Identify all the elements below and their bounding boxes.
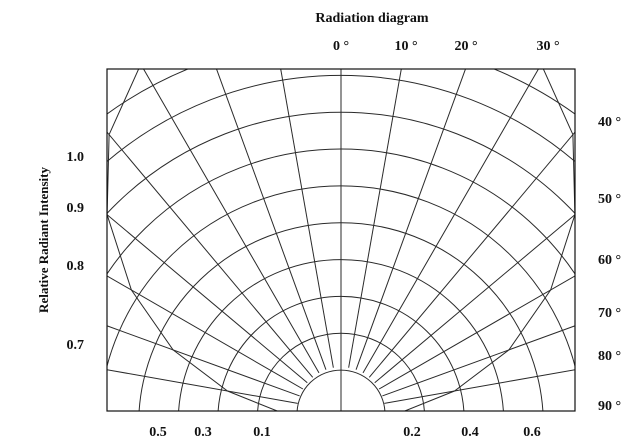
intensity-tick-left-2: 0.8	[67, 259, 85, 274]
angle-spoke-right-10	[349, 0, 428, 368]
bottom-tick-left-2: 0.1	[253, 425, 271, 440]
angle-tick-label-0: 0 °	[333, 39, 349, 54]
angle-tick-label-30: 30 °	[536, 39, 559, 54]
angle-tick-label-10: 10 °	[394, 39, 417, 54]
angle-spoke-left-30	[91, 0, 319, 373]
angle-spoke-right-30	[363, 0, 591, 373]
angle-tick-label-40: 40 °	[598, 115, 621, 130]
angle-tick-label-70: 70 °	[598, 306, 621, 321]
bottom-tick-left-1: 0.3	[194, 425, 212, 440]
angle-tick-label-20: 20 °	[454, 39, 477, 54]
intensity-tick-left-3: 0.7	[67, 338, 85, 353]
intensity-tick-left-1: 0.9	[67, 201, 85, 216]
bottom-tick-right-0: 0.2	[403, 425, 421, 440]
polar-grid	[0, 0, 628, 426]
bottom-tick-right-2: 0.6	[523, 425, 541, 440]
angle-spoke-right-20	[356, 0, 512, 370]
chart-title: Radiation diagram	[315, 11, 429, 26]
intensity-tick-left-0: 1.0	[67, 150, 85, 165]
angle-spoke-left-40	[20, 28, 313, 377]
intensity-arc-0.9	[0, 39, 628, 425]
angle-tick-label-50: 50 °	[598, 192, 621, 207]
angle-spoke-left-10	[254, 0, 333, 368]
y-axis-label: Relative Radiant Intensity	[36, 167, 51, 313]
angle-tick-label-60: 60 °	[598, 253, 621, 268]
angle-tick-label-80: 80 °	[598, 349, 621, 364]
angle-spoke-left-20	[170, 0, 326, 370]
angle-spoke-right-40	[369, 28, 628, 377]
bottom-tick-left-0: 0.5	[149, 425, 167, 440]
bottom-tick-right-1: 0.4	[461, 425, 479, 440]
angle-tick-label-90: 90 °	[598, 399, 621, 414]
angle-spoke-left-80	[0, 324, 298, 403]
